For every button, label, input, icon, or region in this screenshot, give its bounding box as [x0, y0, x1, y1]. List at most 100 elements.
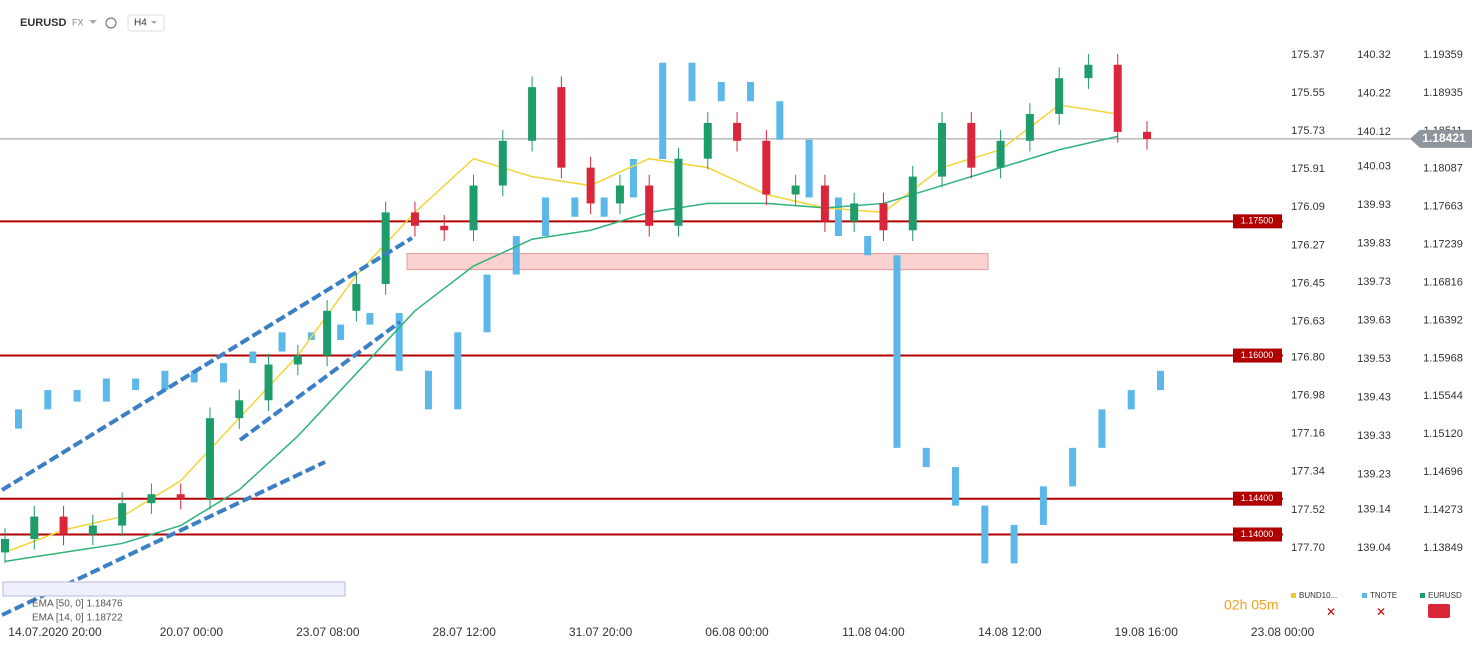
- candle-body: [733, 122, 742, 141]
- y-tick-label: 140.03: [1357, 161, 1391, 173]
- tnote-candle: [512, 236, 520, 275]
- y-tick-label: 176.09: [1291, 201, 1325, 213]
- tnote-candle: [659, 62, 667, 159]
- y-tick-label: 1.15968: [1423, 352, 1463, 364]
- y-tick-label: 176.98: [1291, 390, 1325, 402]
- y-tick-label: 177.16: [1291, 428, 1325, 440]
- y-tick-label: 177.34: [1291, 466, 1325, 478]
- candle-body: [264, 364, 273, 401]
- candle-body: [1143, 131, 1151, 140]
- candle-body: [557, 87, 566, 168]
- y-tick-label: 1.13849: [1423, 542, 1463, 554]
- interval[interactable]: H4: [134, 18, 147, 29]
- y-tick-label: 1.15544: [1423, 390, 1463, 402]
- legend-swatch: [1362, 593, 1367, 598]
- x-tick-label: 20.07 00:00: [160, 625, 224, 639]
- legend-entry[interactable]: EURUSD: [1428, 591, 1462, 600]
- x-tick-label: 14.08 12:00: [978, 625, 1042, 639]
- tnote-candle: [1039, 486, 1047, 525]
- candle-body: [967, 122, 976, 168]
- tnote-candle: [922, 447, 930, 468]
- candle-body: [615, 185, 624, 204]
- level-badge: [1233, 348, 1282, 363]
- tnote-candle: [102, 378, 110, 402]
- tnote-candle: [1127, 390, 1135, 410]
- tnote-candle: [1098, 409, 1106, 448]
- symbol: EURUSD: [20, 17, 67, 29]
- tnote-candle: [1157, 370, 1164, 391]
- tnote-candle: [219, 363, 227, 383]
- tnote-candle: [805, 139, 813, 198]
- level-label: 1.14000: [1241, 529, 1274, 539]
- candle-body: [1113, 64, 1122, 132]
- level-badge: [1233, 491, 1282, 506]
- market[interactable]: FX: [72, 17, 84, 27]
- tnote-candle: [629, 158, 637, 198]
- y-tick-label: 175.73: [1291, 125, 1325, 137]
- tnote-candle: [571, 197, 579, 217]
- y-tick-label: 176.45: [1291, 277, 1325, 289]
- x-tick-label: 11.08 04:00: [842, 625, 905, 639]
- tnote-candle: [747, 81, 755, 102]
- dropdown-icon[interactable]: [89, 20, 97, 24]
- tnote-candle: [542, 197, 550, 237]
- y-tick-label: 1.16392: [1423, 314, 1463, 326]
- level-badge: [1233, 527, 1282, 542]
- x-tick-label: 23.08 00:00: [1251, 625, 1315, 639]
- dropdown-icon[interactable]: [151, 21, 157, 24]
- y-tick-label: 139.23: [1357, 469, 1391, 481]
- y-tick-label: 139.63: [1357, 315, 1391, 327]
- y-tick-label: 175.91: [1291, 163, 1325, 175]
- ema-label[interactable]: EMA [50, 0] 1.18476: [32, 599, 123, 610]
- timer: 02h 05m: [1224, 597, 1278, 613]
- y-tick-label: 1.19359: [1423, 49, 1463, 61]
- candle-body: [674, 158, 683, 226]
- y-tick-label: 176.80: [1291, 351, 1325, 363]
- candle-body: [30, 516, 39, 539]
- remove-icon[interactable]: ✕: [1376, 605, 1386, 619]
- y-tick-label: 1.17239: [1423, 239, 1463, 251]
- tnote-candle: [834, 197, 842, 237]
- tnote-candle: [132, 378, 140, 391]
- candle-body: [586, 167, 595, 204]
- y-tick-label: 140.22: [1357, 87, 1391, 99]
- y-tick-label: 139.53: [1357, 353, 1391, 365]
- candle-body: [850, 203, 859, 222]
- y-tick-label: 139.43: [1357, 392, 1391, 404]
- candle-body: [176, 494, 185, 499]
- legend-entry[interactable]: BUND10...: [1299, 591, 1337, 600]
- trendline: [0, 236, 414, 492]
- settings-button[interactable]: [1428, 604, 1450, 618]
- tnote-candle: [952, 467, 960, 506]
- y-tick-label: 177.52: [1291, 504, 1325, 516]
- candle-body: [938, 122, 947, 177]
- y-tick-label: 1.15120: [1423, 428, 1463, 440]
- y-tick-label: 175.55: [1291, 87, 1325, 99]
- tnote-candle: [454, 332, 462, 410]
- current-price-label: 1.18421: [1422, 131, 1466, 145]
- tnote-candle: [864, 236, 872, 256]
- y-tick-label: 139.14: [1357, 503, 1391, 515]
- ema-label[interactable]: EMA [14, 0] 1.18722: [32, 613, 123, 624]
- candle-body: [879, 203, 888, 231]
- candle-body: [908, 176, 917, 231]
- ema-line: [4, 104, 1118, 554]
- legend-entry[interactable]: TNOTE: [1370, 591, 1397, 600]
- tnote-candle: [249, 351, 257, 364]
- y-tick-label: 1.14696: [1423, 466, 1463, 478]
- candle-body: [1055, 78, 1064, 114]
- remove-icon[interactable]: ✕: [1326, 605, 1336, 619]
- zone: [406, 253, 989, 271]
- candle-body: [410, 212, 419, 226]
- tnote-candle: [981, 505, 989, 564]
- info-icon[interactable]: [105, 17, 117, 29]
- candle-body: [1, 538, 9, 553]
- current-price-badge: [1410, 129, 1472, 148]
- candle-body: [1025, 113, 1034, 141]
- y-tick-label: 139.83: [1357, 238, 1391, 250]
- tnote-candle: [395, 313, 403, 371]
- interval-select[interactable]: [127, 14, 165, 32]
- candle-body: [498, 140, 507, 186]
